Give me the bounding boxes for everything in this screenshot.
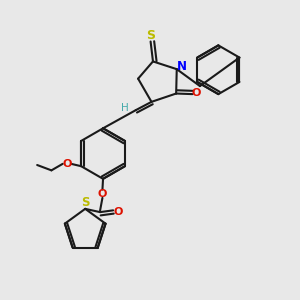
Text: O: O: [98, 189, 107, 199]
Text: N: N: [177, 60, 187, 73]
Text: H: H: [121, 103, 129, 113]
Text: O: O: [114, 206, 123, 217]
Text: S: S: [81, 196, 90, 209]
Text: O: O: [62, 159, 72, 169]
Text: O: O: [192, 88, 201, 98]
Text: S: S: [146, 29, 155, 42]
